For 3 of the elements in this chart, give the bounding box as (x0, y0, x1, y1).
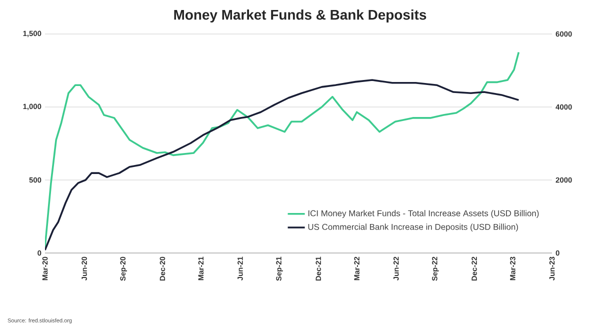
chart-title: Money Market Funds & Bank Deposits (174, 9, 426, 22)
legend-label: ICI Money Market Funds - Total Increase Assets (USD Billion) (308, 210, 539, 218)
legend-label: US Commercial Bank Increase in Deposits (USD Billion) (308, 224, 518, 232)
